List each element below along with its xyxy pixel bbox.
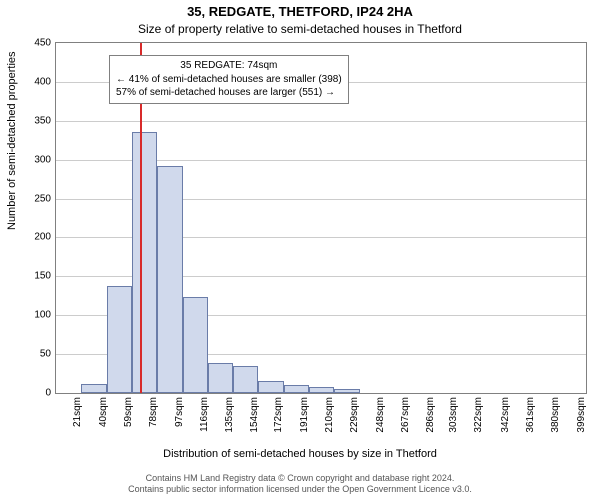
histogram-bar [258, 381, 283, 393]
histogram-bar [81, 384, 106, 393]
histogram-bar [107, 286, 132, 393]
xtick-label: 267sqm [400, 397, 411, 433]
xtick-label: 286sqm [425, 397, 436, 433]
gridline [56, 121, 586, 122]
x-axis-label: Distribution of semi-detached houses by … [0, 448, 600, 460]
histogram-bar [208, 363, 233, 393]
ytick-label: 100 [34, 310, 51, 321]
xtick-label: 21sqm [72, 397, 83, 427]
chart-container: 35, REDGATE, THETFORD, IP24 2HA Size of … [0, 0, 600, 500]
ytick-label: 50 [40, 349, 51, 360]
xtick-label: 322sqm [473, 397, 484, 433]
ytick-label: 200 [34, 232, 51, 243]
histogram-bar [233, 366, 258, 393]
ytick-label: 450 [34, 38, 51, 49]
histogram-bar [334, 389, 359, 393]
xtick-label: 116sqm [199, 397, 210, 432]
xtick-label: 135sqm [224, 397, 235, 433]
histogram-bar [309, 387, 334, 393]
histogram-bar [183, 297, 208, 393]
annotation-line: 35 REDGATE: 74sqm [116, 59, 342, 73]
xtick-label: 59sqm [123, 397, 134, 427]
ytick-label: 300 [34, 154, 51, 165]
xtick-label: 154sqm [249, 397, 260, 433]
page-subtitle: Size of property relative to semi-detach… [0, 22, 600, 36]
plot-area: 05010015020025030035040045021sqm40sqm59s… [55, 42, 587, 394]
xtick-label: 399sqm [576, 397, 587, 433]
ytick-label: 350 [34, 115, 51, 126]
xtick-label: 229sqm [349, 397, 360, 433]
attribution-line2: Contains public sector information licen… [128, 484, 472, 494]
page-title: 35, REDGATE, THETFORD, IP24 2HA [0, 4, 600, 19]
xtick-label: 191sqm [299, 397, 310, 433]
ytick-label: 150 [34, 271, 51, 282]
xtick-label: 172sqm [273, 397, 284, 433]
annotation-box: 35 REDGATE: 74sqm← 41% of semi-detached … [109, 55, 349, 104]
xtick-label: 380sqm [550, 397, 561, 433]
attribution-text: Contains HM Land Registry data © Crown c… [0, 473, 600, 496]
histogram-bar [157, 166, 182, 393]
xtick-label: 97sqm [174, 397, 185, 427]
histogram-bar [284, 385, 309, 393]
xtick-label: 78sqm [148, 397, 159, 427]
y-axis-label: Number of semi-detached properties [6, 51, 18, 230]
ytick-label: 400 [34, 76, 51, 87]
annotation-line: ← 41% of semi-detached houses are smalle… [116, 73, 342, 87]
attribution-line1: Contains HM Land Registry data © Crown c… [146, 473, 455, 483]
xtick-label: 303sqm [448, 397, 459, 433]
xtick-label: 40sqm [98, 397, 109, 427]
xtick-label: 342sqm [500, 397, 511, 433]
xtick-label: 248sqm [375, 397, 386, 433]
histogram-bar [132, 132, 157, 393]
xtick-label: 361sqm [525, 397, 536, 433]
annotation-line: 57% of semi-detached houses are larger (… [116, 86, 342, 100]
ytick-label: 0 [45, 388, 51, 399]
ytick-label: 250 [34, 193, 51, 204]
xtick-label: 210sqm [324, 397, 335, 433]
